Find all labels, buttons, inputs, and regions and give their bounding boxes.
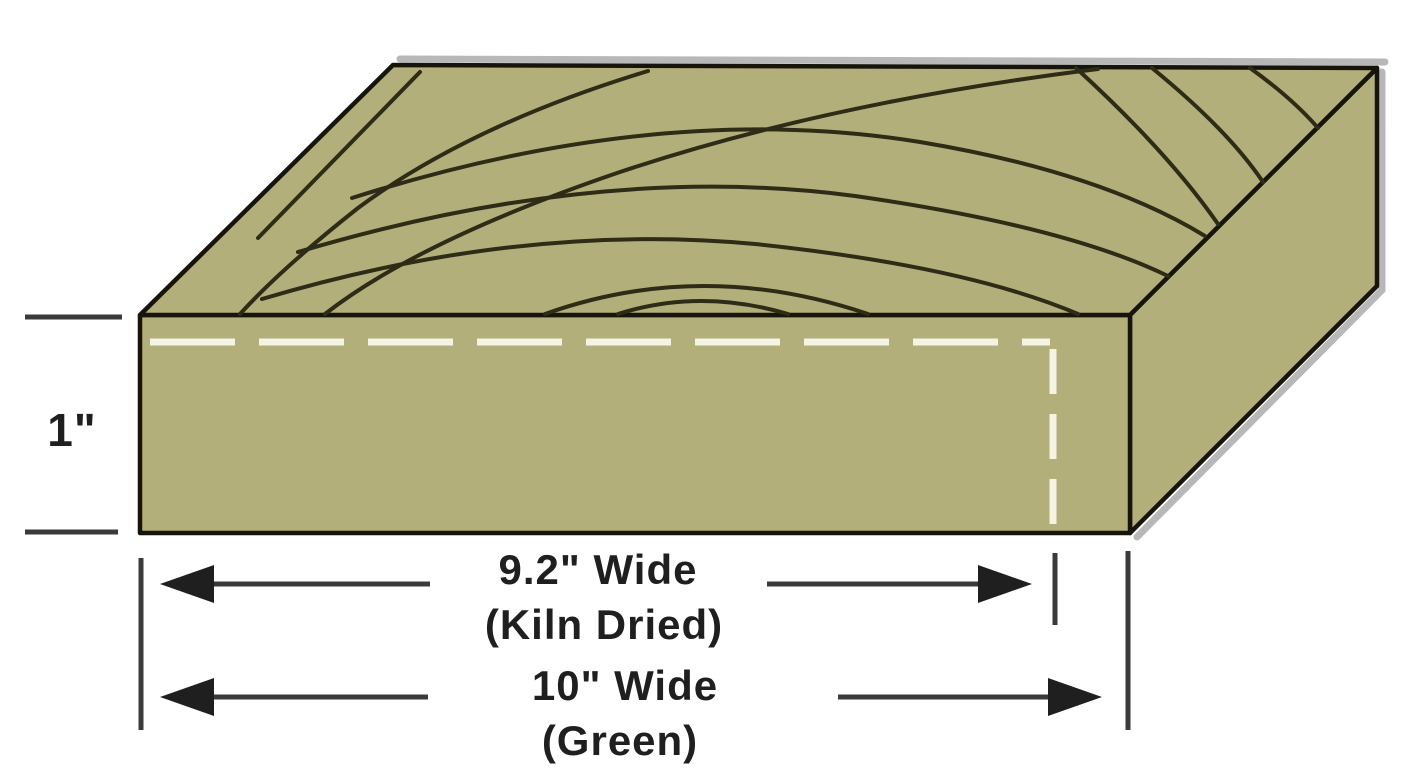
green-width-label: 10" Wide: [532, 662, 718, 709]
grain-line: [1150, 66, 1265, 184]
board-shadow: [396, 55, 1389, 541]
kiln-width-label: 9.2" Wide: [499, 546, 698, 593]
kiln-arrowhead-right: [978, 565, 1032, 603]
thickness-label: 1": [47, 404, 96, 456]
kiln-dried-dashed-outline: [150, 338, 1057, 531]
extension-lines: [138, 551, 1131, 730]
green-width-sublabel: (Green): [542, 717, 698, 764]
grain-line: [543, 284, 870, 316]
grain-line: [1248, 66, 1320, 130]
green-arrowhead-left: [160, 678, 214, 716]
grain-line: [238, 69, 650, 316]
grain-line: [296, 184, 1170, 278]
grain-line: [256, 70, 422, 240]
kiln-arrowhead-left: [160, 565, 214, 603]
thickness-dimension: 1": [25, 314, 122, 535]
kiln-width-dimension: 9.2" Wide (Kiln Dried): [160, 546, 1032, 648]
board: [137, 62, 1380, 536]
grain-line: [1074, 66, 1220, 226]
grain-line: [616, 299, 790, 316]
kiln-width-sublabel: (Kiln Dried): [485, 601, 723, 648]
green-arrowhead-right: [1048, 678, 1102, 716]
board-front-face: [137, 312, 1133, 536]
green-width-dimension: 10" Wide (Green): [160, 662, 1102, 764]
grain-line: [350, 127, 1207, 238]
grain-line: [260, 237, 1080, 316]
wood-grain: [238, 66, 1320, 316]
board-top-face: [137, 62, 1380, 318]
